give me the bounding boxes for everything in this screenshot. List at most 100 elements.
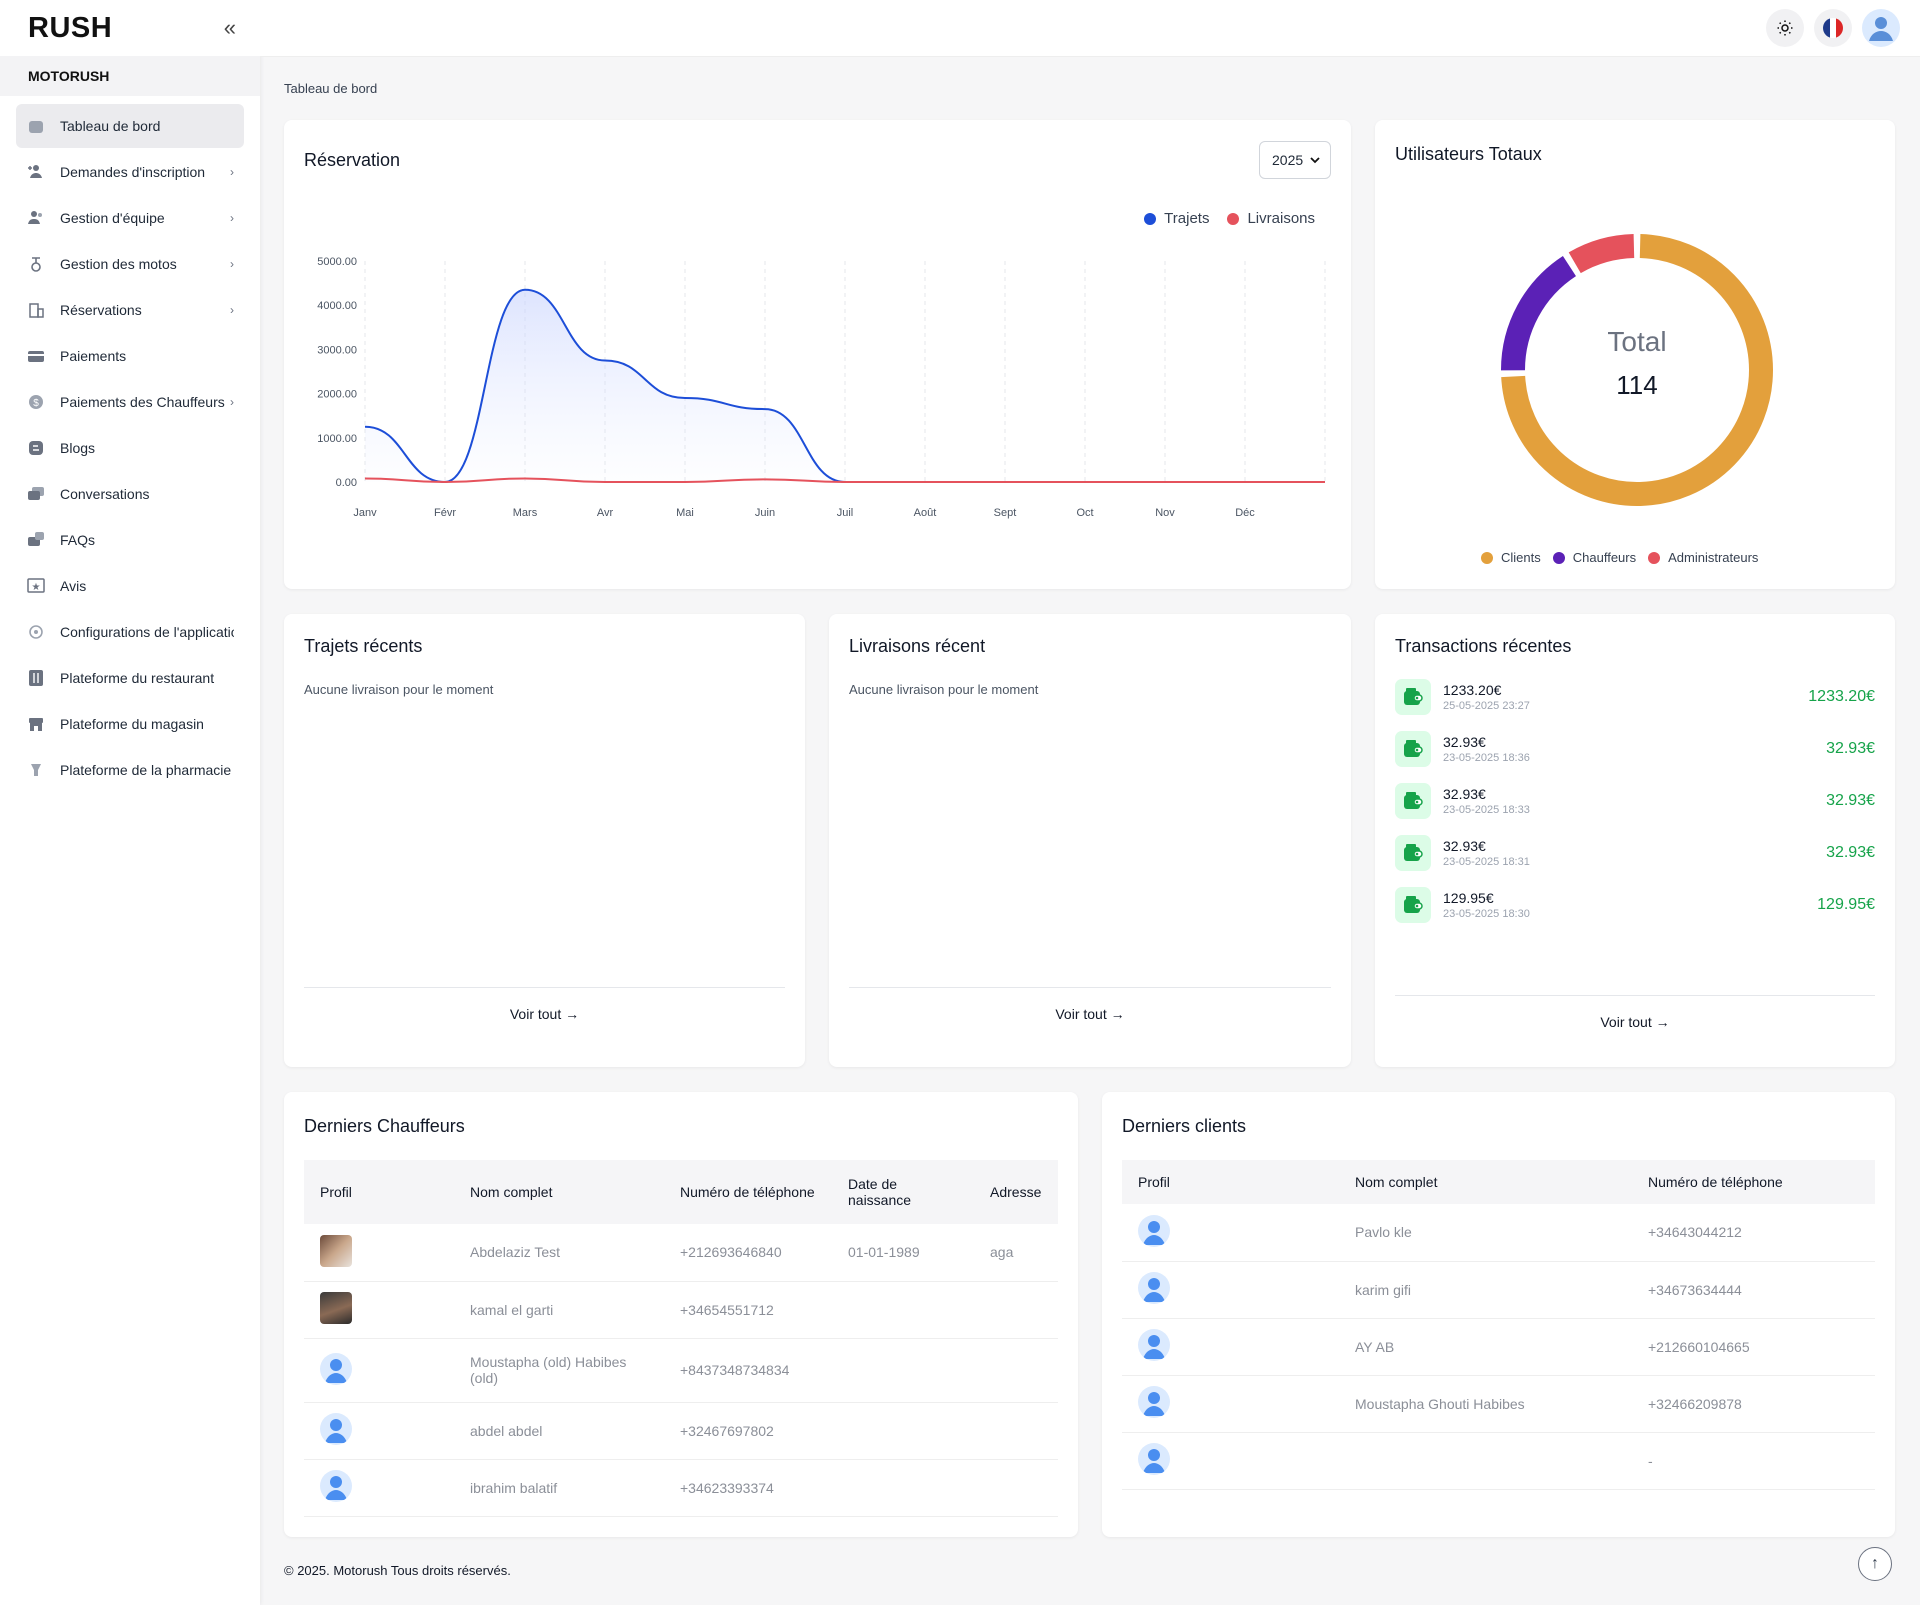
donut-slice-administrateurs[interactable] (1568, 234, 1635, 274)
table-row[interactable]: Moustapha Ghouti Habibes +32466209878 (1122, 1375, 1875, 1433)
x-tick-label: Août (914, 507, 937, 519)
sidebar-item-label: FAQs (60, 532, 96, 548)
language-button[interactable] (1814, 9, 1852, 47)
app-logo[interactable]: RUSH (28, 11, 113, 44)
user-avatar-button[interactable] (1862, 9, 1900, 47)
donut-slice-clients[interactable] (1501, 234, 1773, 506)
users-legend: Clients Chauffeurs Administrateurs (1481, 550, 1758, 565)
wallet-icon (1395, 835, 1431, 871)
transaction-row[interactable]: 1233.20€ 25-05-2025 23:27 1233.20€ (1395, 675, 1875, 719)
profile-cell (1122, 1261, 1339, 1319)
phone-cell: +32467697802 (664, 1402, 832, 1460)
recent-deliveries-card: Livraisons récent Aucune livraison pour … (829, 614, 1351, 1067)
team-icon (26, 208, 46, 228)
table-row[interactable]: ibrahim balatif +34623393374 (304, 1459, 1058, 1517)
transaction-row[interactable]: 32.93€ 23-05-2025 18:33 32.93€ (1395, 779, 1875, 823)
sidebar-item[interactable]: Blogs (16, 426, 244, 470)
recent-trips-card: Trajets récents Aucune livraison pour le… (284, 614, 805, 1067)
dob-cell (832, 1402, 974, 1460)
column-header: Profil (1122, 1160, 1339, 1204)
sidebar-item[interactable]: Conversations (16, 472, 244, 516)
y-tick-label: 5000.00 (317, 256, 357, 268)
table-header-row: Profil Nom complet Numéro de téléphone Date… (304, 1160, 1058, 1224)
donut-center-label: Total (1607, 326, 1666, 357)
table-row[interactable]: Abdelaziz Test +212693646840 01-01-1989 aga (304, 1224, 1058, 1282)
collapse-sidebar-icon[interactable]: « (223, 15, 236, 40)
scroll-to-top-button[interactable]: ↑ (1858, 1547, 1892, 1581)
legend-item-chauffeurs[interactable]: Chauffeurs (1552, 550, 1637, 565)
table-row[interactable]: kamal el garti +34654551712 (304, 1281, 1058, 1339)
transaction-date: 23-05-2025 18:30 (1443, 908, 1530, 920)
address-cell (974, 1459, 1058, 1517)
sidebar-item[interactable]: ★ Avis (16, 564, 244, 608)
sidebar-item[interactable]: $ Paiements des Chauffeurs › (16, 380, 244, 424)
y-tick-label: 2000.00 (317, 389, 357, 401)
dob-cell: 01-01-1989 (832, 1224, 974, 1282)
transactions-view-all-link[interactable]: Voir tout → (1600, 1014, 1670, 1030)
sidebar-item[interactable]: Plateforme du magasin (16, 702, 244, 746)
transaction-amount: 32.93€ (1443, 838, 1486, 854)
legend-label: Chauffeurs (1572, 550, 1637, 565)
transaction-amount: 32.93€ (1443, 786, 1486, 802)
profile-cell (1122, 1318, 1339, 1376)
dollar-circle-icon: $ (26, 392, 46, 412)
table-row[interactable]: Moustapha (old) Habibes (old) +8437348734… (304, 1338, 1058, 1403)
transaction-date: 23-05-2025 18:36 (1443, 752, 1530, 764)
default-avatar-icon (320, 1413, 352, 1445)
legend-item-trajets[interactable]: Trajets (1144, 210, 1209, 227)
dob-cell (832, 1338, 974, 1403)
reservation-title: Réservation (304, 150, 401, 170)
user-avatar-icon (1869, 17, 1893, 41)
legend-item-clients[interactable]: Clients (1481, 550, 1541, 565)
sidebar-item-label: Paiements des Chauffeurs (60, 394, 225, 410)
sidebar-item-label: Plateforme de la pharmacie (60, 762, 232, 778)
table-row[interactable]: AY AB +212660104665 (1122, 1318, 1875, 1376)
x-tick-label: Juin (755, 507, 775, 519)
sidebar-item-label: Plateforme du restaurant (60, 670, 215, 686)
table-row[interactable]: Pavlo kle +34643044212 (1122, 1204, 1875, 1262)
column-header: Profil (304, 1160, 454, 1224)
sidebar-item[interactable]: FAQs (16, 518, 244, 562)
sidebar-item[interactable]: Réservations › (16, 288, 244, 332)
transaction-date: 25-05-2025 23:27 (1443, 700, 1530, 712)
reservation-chart: 0.00 1000.00 2000.00 3000.00 4000.00 5000.00 J… (317, 256, 1326, 519)
sidebar-item[interactable]: Plateforme de la pharmacie (16, 748, 244, 792)
brand-name: MOTORUSH (0, 56, 260, 96)
column-header: Date de naissance (832, 1160, 974, 1224)
legend-item-livraisons[interactable]: Livraisons (1227, 210, 1315, 227)
address-cell (974, 1338, 1058, 1403)
legend-item-administrateurs[interactable]: Administrateurs (1648, 550, 1758, 565)
default-avatar-icon (320, 1470, 352, 1502)
sidebar-item[interactable]: Gestion des motos › (16, 242, 244, 286)
pharmacy-icon (26, 760, 46, 780)
french-flag-icon (1823, 18, 1843, 38)
transaction-amount: 129.95€ (1443, 890, 1494, 906)
sidebar-item[interactable]: Demandes d'inscription › (16, 150, 244, 194)
name-cell: Pavlo kle (1339, 1204, 1632, 1262)
breadcrumb: Tableau de bord (284, 81, 378, 96)
y-tick-label: 3000.00 (317, 344, 357, 356)
transaction-row[interactable]: 129.95€ 23-05-2025 18:30 129.95€ (1395, 883, 1875, 927)
driver-photo (320, 1292, 352, 1324)
sidebar-item[interactable]: Configurations de l'applicatio (16, 610, 244, 654)
table-row[interactable]: karim gifi +34673634444 (1122, 1261, 1875, 1319)
year-select[interactable]: 2025 (1259, 141, 1331, 179)
donut-slice-chauffeurs[interactable] (1500, 255, 1577, 371)
sidebar-item[interactable]: Gestion d'équipe › (16, 196, 244, 240)
profile-cell (1122, 1204, 1339, 1262)
legend-label: Trajets (1164, 210, 1210, 227)
default-avatar-icon (1138, 1214, 1170, 1247)
theme-toggle-button[interactable] (1766, 9, 1804, 47)
x-tick-label: Juil (837, 507, 854, 519)
table-row[interactable]: abdel abdel +32467697802 (304, 1402, 1058, 1460)
sidebar-item[interactable]: Tableau de bord (16, 104, 244, 148)
sidebar-item[interactable]: Plateforme du restaurant (16, 656, 244, 700)
transaction-row[interactable]: 32.93€ 23-05-2025 18:31 32.93€ (1395, 831, 1875, 875)
table-row[interactable]: - (1122, 1432, 1875, 1490)
sidebar-item-label: Réservations (60, 302, 142, 318)
recent-trips-view-all-link[interactable]: Voir tout → (509, 1006, 580, 1022)
blog-icon (26, 438, 46, 458)
sidebar-item[interactable]: Paiements (16, 334, 244, 378)
transaction-row[interactable]: 32.93€ 23-05-2025 18:36 32.93€ (1395, 727, 1875, 771)
recent-deliveries-view-all-link[interactable]: Voir tout → (1055, 1006, 1125, 1022)
